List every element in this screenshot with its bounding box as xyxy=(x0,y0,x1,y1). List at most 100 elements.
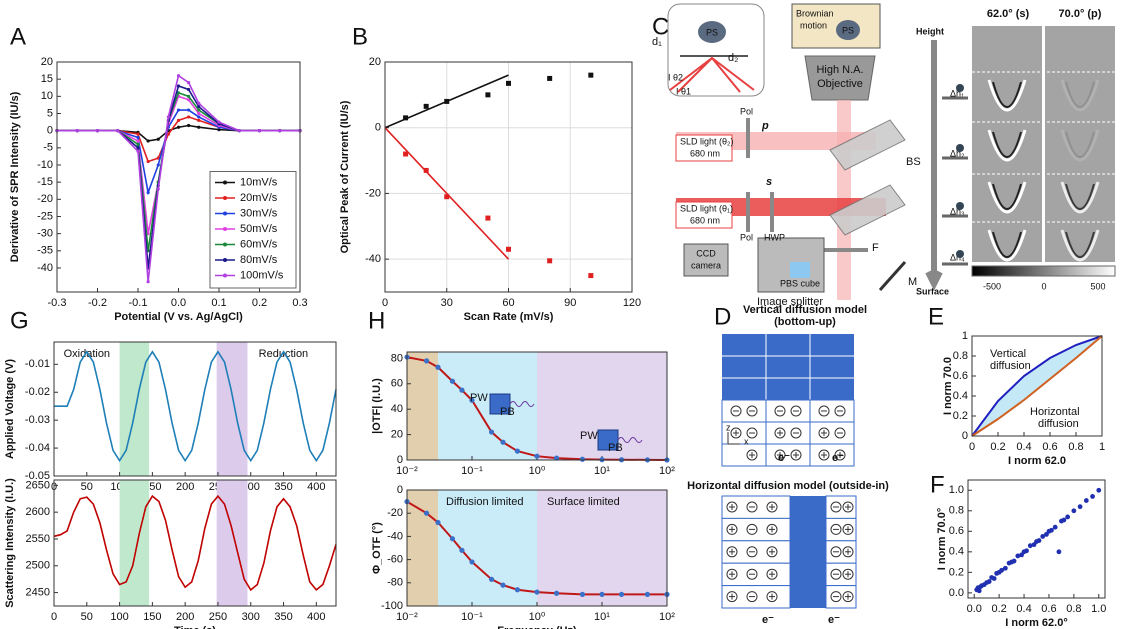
x-tick-label: 0.2 xyxy=(991,603,1006,615)
panel-c-schematic: d₁ d₂ PS PS I θ2 I θ1 Brownian motion Hi… xyxy=(652,3,1116,308)
series-line xyxy=(971,335,1103,437)
label: z xyxy=(726,422,731,432)
y-tick-label: 0 xyxy=(47,125,53,137)
data-point xyxy=(514,587,521,593)
data-point xyxy=(547,75,553,81)
series-line xyxy=(384,127,510,260)
label: 62.0° (s) xyxy=(987,8,1030,20)
label: Vertical diffusion model xyxy=(743,304,867,316)
y-tick-label: 10 xyxy=(41,90,53,102)
data-point xyxy=(1056,549,1062,555)
beam-splitter xyxy=(829,119,906,236)
data-point xyxy=(500,582,506,588)
y-tick-label: -20 xyxy=(365,187,381,199)
x-axis-label: Potential (V vs. Ag/AgCl) xyxy=(114,311,243,323)
legend-label: 10mV/s xyxy=(240,176,278,188)
scattering-pattern xyxy=(992,183,1022,210)
y-axis-label: I norm 70.0° xyxy=(936,508,948,570)
label: SLD light (θ₁) xyxy=(680,203,733,213)
x-tick-label: 1.0 xyxy=(1091,603,1106,615)
x-tick-label: 0.3 xyxy=(292,297,307,309)
annotation: PB xyxy=(500,406,515,418)
x-tick-label: 10⁻² xyxy=(396,611,418,623)
y-tick-label: 20 xyxy=(391,428,403,440)
x-tick-label: 10¹ xyxy=(594,465,610,477)
mirror xyxy=(878,261,907,291)
data-point xyxy=(187,98,191,102)
data-point xyxy=(1065,514,1071,520)
data-point xyxy=(618,591,625,598)
legend-label: 20mV/s xyxy=(240,192,278,204)
wave-icon xyxy=(617,437,643,443)
cell-row xyxy=(721,399,855,423)
legend-marker xyxy=(223,180,227,185)
data-point xyxy=(116,129,120,133)
scattering-pattern xyxy=(992,231,1022,258)
band-label: Diffusion limited xyxy=(446,496,523,508)
x-tick-label: 60 xyxy=(502,297,514,309)
x-tick-label: 400 xyxy=(307,481,325,493)
legend-label: 30mV/s xyxy=(240,207,278,219)
camera xyxy=(683,243,729,277)
label: High N.A. xyxy=(816,64,863,76)
legend-label: 100mV/s xyxy=(240,269,284,281)
data-point xyxy=(156,137,160,141)
y-tick-label: -20 xyxy=(387,507,403,519)
data-point xyxy=(423,358,430,364)
data-point xyxy=(95,129,100,133)
fill-between xyxy=(972,336,1102,436)
x-tick-label: 10⁰ xyxy=(529,611,546,623)
label: -500 xyxy=(983,281,1001,291)
annotation: diffusion xyxy=(1038,418,1079,430)
plot-frame xyxy=(56,61,301,293)
data-point xyxy=(449,536,456,542)
y-tick-label: 15 xyxy=(41,73,53,85)
annotation: Horizontal xyxy=(1030,406,1080,418)
data-point xyxy=(136,132,140,136)
x-tick-label: 0 xyxy=(51,611,57,623)
legend-marker xyxy=(223,227,227,231)
label: camera xyxy=(691,260,721,270)
data-point xyxy=(136,146,140,150)
data-point xyxy=(187,87,191,92)
label: Horizontal diffusion model (outside-in) xyxy=(687,480,889,492)
y-axis-label: Derivative of SPR Intensity (IU/s) xyxy=(9,91,21,262)
x-tick-label: 10⁻¹ xyxy=(461,611,483,623)
image-grid xyxy=(942,26,1115,266)
axes-icon xyxy=(727,432,740,445)
y-tick-label: -0.03 xyxy=(25,414,50,426)
y-tick-label: -0.05 xyxy=(25,470,50,482)
data-point xyxy=(485,92,491,98)
label: I θ2 xyxy=(668,72,683,82)
data-point xyxy=(459,547,465,553)
x-tick-label: 0.8 xyxy=(1066,603,1081,615)
annotation: PB xyxy=(608,442,623,454)
data-point xyxy=(156,163,160,167)
annotation: PW xyxy=(580,430,598,442)
film xyxy=(790,496,826,608)
cell-row xyxy=(721,443,855,467)
height-arrow xyxy=(925,40,943,291)
y-tick-label: 2500 xyxy=(26,560,50,572)
data-point xyxy=(1061,517,1067,523)
data-point xyxy=(187,94,191,98)
y-tick-label: 5 xyxy=(47,107,53,119)
band xyxy=(407,352,439,460)
data-point xyxy=(176,74,181,78)
particle xyxy=(956,144,964,152)
x-tick-label: 0.1 xyxy=(211,297,226,309)
data-point xyxy=(187,123,191,128)
data-point xyxy=(278,129,282,133)
scattering-pattern xyxy=(987,181,1027,214)
y-tick-label: 0.4 xyxy=(949,546,964,558)
y-tick-label: 60 xyxy=(391,378,403,390)
data-point xyxy=(553,455,560,461)
x-axis-label: I norm 62.0 xyxy=(1008,455,1066,467)
y-tick-label: 0.8 xyxy=(953,350,968,362)
data-point xyxy=(1040,534,1046,539)
legend-marker xyxy=(223,242,227,247)
y-tick-label: -60 xyxy=(387,554,403,566)
data-point xyxy=(1015,553,1021,559)
panel-label: G xyxy=(10,307,29,334)
